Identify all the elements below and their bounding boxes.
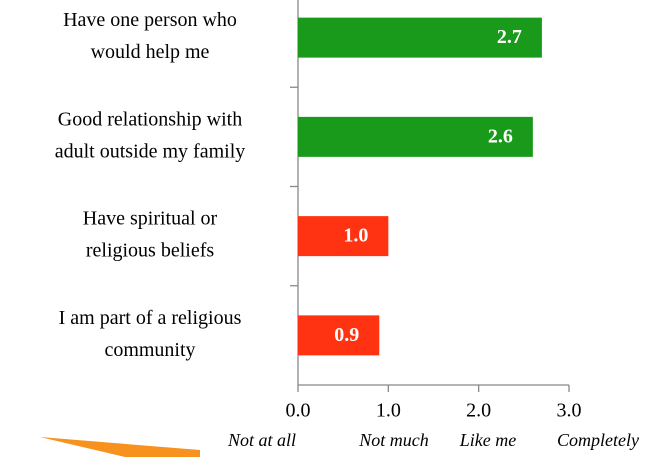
category-label: would help me	[91, 41, 210, 63]
category-label: religious beliefs	[86, 240, 215, 262]
x-tick-label: 1.0	[376, 400, 401, 422]
x-tick-description: Like me	[459, 430, 516, 450]
x-tick-label: 3.0	[557, 400, 582, 422]
category-label: adult outside my family	[55, 140, 246, 162]
value-label: 2.7	[497, 26, 522, 48]
bar	[298, 17, 542, 58]
decoration	[40, 437, 200, 457]
x-tick-description: Completely	[557, 430, 639, 450]
category-label: Have one person who	[63, 9, 237, 31]
x-tick-description: Not much	[358, 430, 429, 450]
bar	[298, 116, 533, 157]
x-tick-description: Not at all	[227, 430, 296, 450]
category-label: Have spiritual or	[83, 208, 218, 230]
category-label: Good relationship with	[58, 108, 242, 130]
value-label: 0.9	[334, 324, 359, 346]
category-label: I am part of a religious	[59, 307, 242, 329]
x-tick-label: 0.0	[286, 400, 311, 422]
x-tick-label: 2.0	[466, 400, 491, 422]
value-label: 1.0	[343, 225, 368, 247]
bar	[298, 315, 380, 356]
value-label: 2.6	[488, 125, 513, 147]
category-label: community	[104, 339, 195, 361]
bar	[298, 216, 389, 257]
